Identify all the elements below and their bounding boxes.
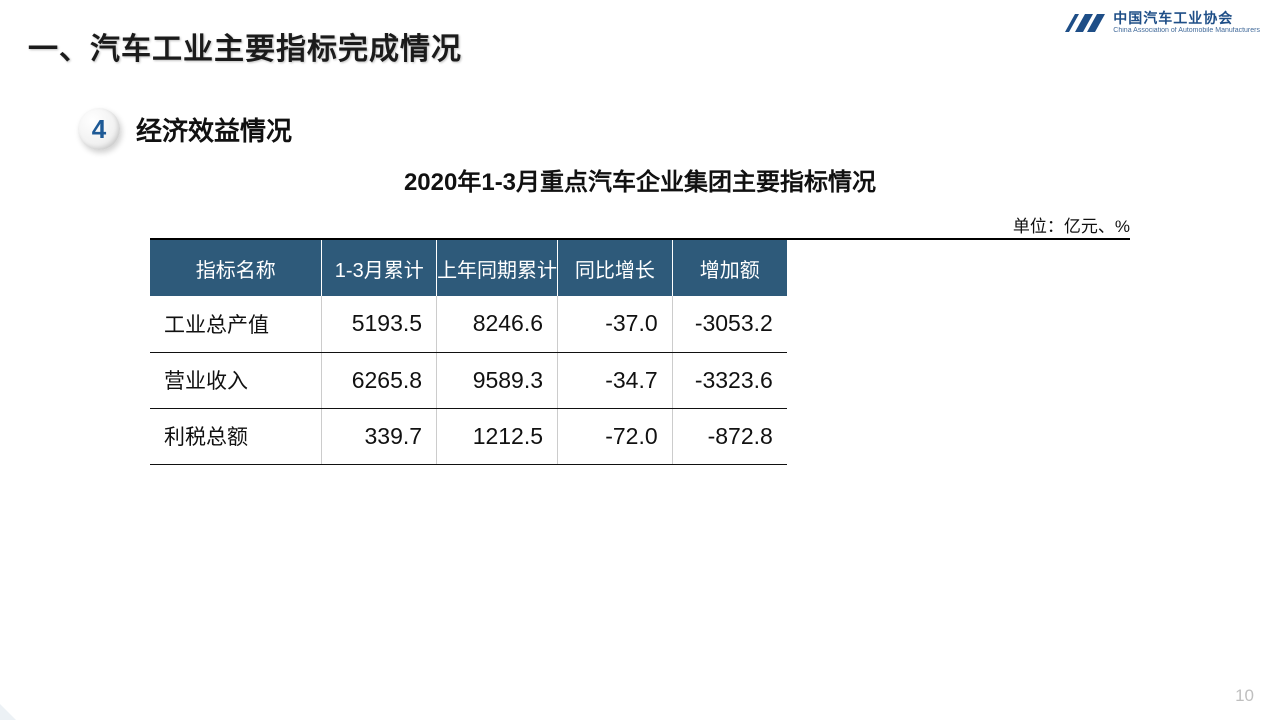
row-value: -72.0 xyxy=(558,408,673,464)
corner-accent-icon xyxy=(0,704,16,720)
row-value: -872.8 xyxy=(672,408,787,464)
association-logo: 中国汽车工业协会 China Association of Automobile… xyxy=(1061,10,1260,36)
row-value: 1212.5 xyxy=(437,408,558,464)
page-title: 一、汽车工业主要指标完成情况 xyxy=(28,24,462,68)
section-number-badge: 4 xyxy=(78,108,120,150)
row-value: 6265.8 xyxy=(322,352,437,408)
section-subtitle: 经济效益情况 xyxy=(136,111,292,148)
table-title: 2020年1-3月重点汽车企业集团主要指标情况 xyxy=(0,162,1280,197)
table-header-cell: 上年同期累计 xyxy=(437,240,558,296)
row-label: 营业收入 xyxy=(150,352,322,408)
row-value: 5193.5 xyxy=(322,296,437,352)
row-value: -3053.2 xyxy=(672,296,787,352)
logo-mark-icon xyxy=(1061,10,1107,36)
table-row: 工业总产值 5193.5 8246.6 -37.0 -3053.2 xyxy=(150,296,787,352)
table-header-cell: 增加额 xyxy=(672,240,787,296)
table-unit-label: 单位：亿元、% xyxy=(1013,212,1130,237)
table-header: 指标名称 1-3月累计 上年同期累计 同比增长 增加额 xyxy=(150,240,787,296)
logo-text-en: China Association of Automobile Manufact… xyxy=(1113,27,1260,35)
indicators-table: 指标名称 1-3月累计 上年同期累计 同比增长 增加额 工业总产值 5193.5… xyxy=(150,240,787,465)
row-label: 利税总额 xyxy=(150,408,322,464)
row-value: -34.7 xyxy=(558,352,673,408)
table-row: 利税总额 339.7 1212.5 -72.0 -872.8 xyxy=(150,408,787,464)
table-header-cell: 同比增长 xyxy=(558,240,673,296)
row-value: 9589.3 xyxy=(437,352,558,408)
row-value: 339.7 xyxy=(322,408,437,464)
row-value: 8246.6 xyxy=(437,296,558,352)
row-label: 工业总产值 xyxy=(150,296,322,352)
row-value: -3323.6 xyxy=(672,352,787,408)
table-header-cell: 指标名称 xyxy=(150,240,322,296)
table-row: 营业收入 6265.8 9589.3 -34.7 -3323.6 xyxy=(150,352,787,408)
section-header: 4 经济效益情况 xyxy=(78,108,292,150)
logo-text-cn: 中国汽车工业协会 xyxy=(1113,11,1260,26)
table-header-cell: 1-3月累计 xyxy=(322,240,437,296)
page-number: 10 xyxy=(1235,686,1254,706)
row-value: -37.0 xyxy=(558,296,673,352)
